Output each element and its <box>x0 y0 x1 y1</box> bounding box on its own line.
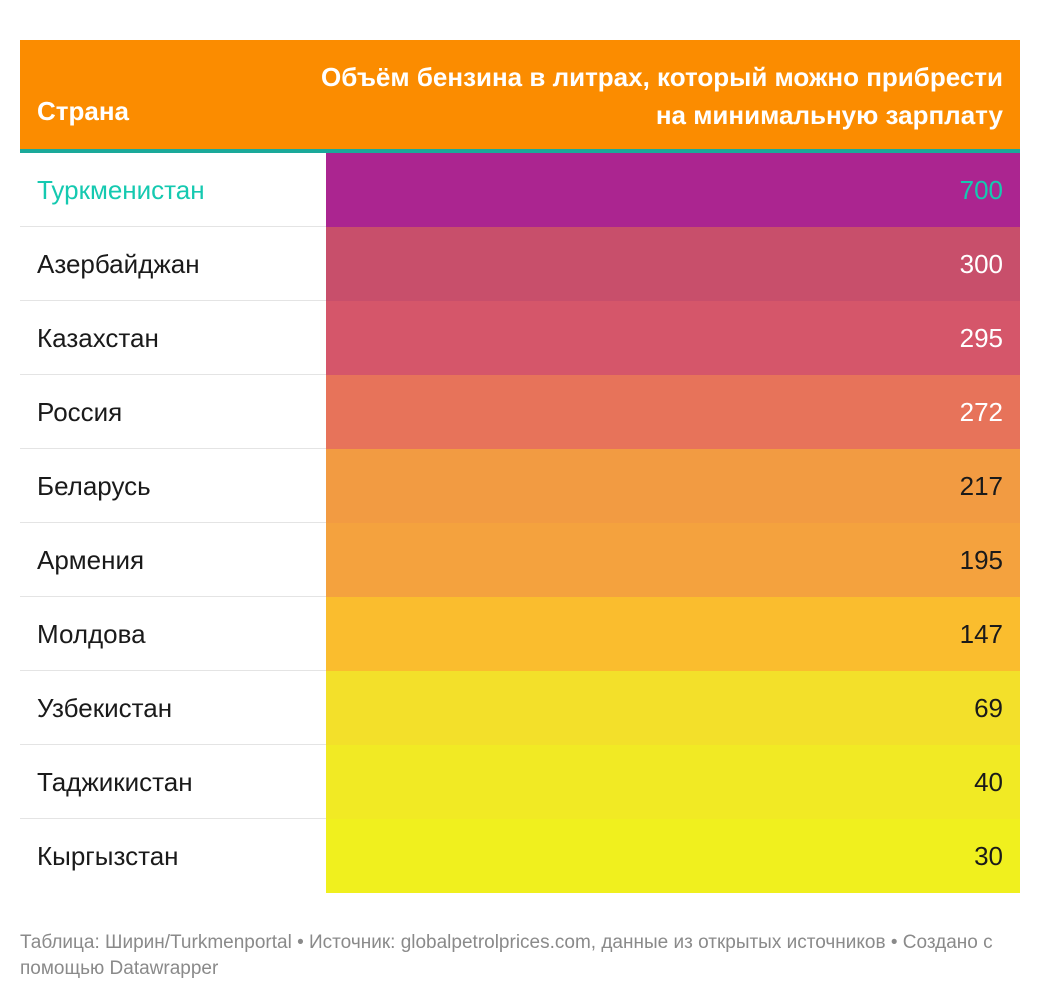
value-label: 700 <box>959 175 1003 205</box>
row-divider <box>20 300 326 301</box>
value-cell: 217 <box>326 449 1020 523</box>
table-row: Азербайджан 300 <box>20 227 1020 301</box>
value-cell: 300 <box>326 227 1020 301</box>
value-label: 217 <box>959 471 1003 501</box>
country-cell: Кыргызстан <box>37 841 179 871</box>
row-divider <box>20 744 326 745</box>
row-divider <box>20 522 326 523</box>
value-cell: 30 <box>326 819 1020 893</box>
value-label: 300 <box>959 249 1003 279</box>
value-cell: 147 <box>326 597 1020 671</box>
country-cell: Азербайджан <box>37 249 200 279</box>
row-divider <box>20 448 326 449</box>
value-cell: 700 <box>326 153 1020 227</box>
value-cell: 195 <box>326 523 1020 597</box>
row-divider <box>20 374 326 375</box>
header-value[interactable]: Объём бензина в литрах, который можно пр… <box>321 62 1003 130</box>
country-cell: Россия <box>37 397 123 427</box>
country-cell: Узбекистан <box>37 693 173 723</box>
footer-note: Таблица: Ширин/Turkmenportal • Источник:… <box>20 932 993 979</box>
table-row: Молдова 147 <box>20 597 1020 671</box>
value-label: 40 <box>974 767 1003 797</box>
value-label: 30 <box>974 841 1003 871</box>
country-cell: Таджикистан <box>37 767 193 797</box>
header-country[interactable]: Страна <box>37 96 130 126</box>
row-divider <box>20 818 326 819</box>
table-row: Армения 195 <box>20 523 1020 597</box>
country-cell: Казахстан <box>37 323 159 353</box>
value-cell: 295 <box>326 301 1020 375</box>
row-divider <box>20 596 326 597</box>
value-cell: 69 <box>326 671 1020 745</box>
value-label: 147 <box>959 619 1003 649</box>
data-table: Страна Объём бензина в литрах, который м… <box>20 40 1020 893</box>
table-body: Туркменистан 700 Азербайджан 300 Казахстан 29… <box>20 153 1020 893</box>
table-row: Таджикистан 40 <box>20 745 1020 819</box>
value-cell: 272 <box>326 375 1020 449</box>
value-cell: 40 <box>326 745 1020 819</box>
table-row: Кыргызстан 30 <box>20 819 1020 893</box>
value-label: 195 <box>959 545 1003 575</box>
value-label: 69 <box>974 693 1003 723</box>
country-cell: Молдова <box>37 619 146 649</box>
country-cell: Туркменистан <box>37 175 205 205</box>
table-row: Узбекистан 69 <box>20 671 1020 745</box>
table-header: Страна Объём бензина в литрах, который м… <box>20 40 1020 153</box>
country-cell: Беларусь <box>37 471 151 501</box>
value-label: 295 <box>959 323 1003 353</box>
table-row: Россия 272 <box>20 375 1020 449</box>
table-row: Туркменистан 700 <box>20 153 1020 227</box>
country-cell: Армения <box>37 545 145 575</box>
table-row: Беларусь 217 <box>20 449 1020 523</box>
table-row: Казахстан 295 <box>20 301 1020 375</box>
value-label: 272 <box>959 397 1003 427</box>
row-divider <box>20 670 326 671</box>
row-divider <box>20 226 326 227</box>
